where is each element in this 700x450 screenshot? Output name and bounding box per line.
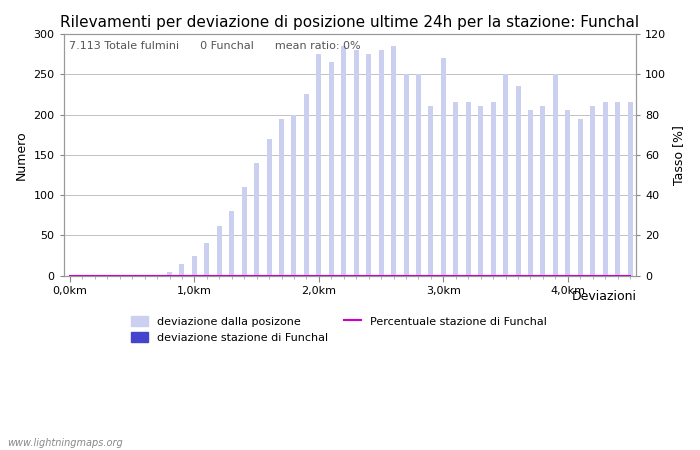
Bar — [217, 226, 222, 276]
Bar — [603, 103, 608, 276]
Bar — [241, 187, 246, 276]
Bar — [304, 94, 309, 276]
Bar — [503, 74, 508, 276]
Bar — [204, 243, 209, 276]
Bar — [553, 74, 558, 276]
Y-axis label: Numero: Numero — [15, 130, 28, 180]
Bar — [267, 139, 272, 276]
Bar — [466, 103, 470, 276]
Bar — [379, 50, 384, 276]
Bar — [428, 107, 433, 276]
Bar — [566, 111, 570, 276]
Bar — [179, 264, 184, 276]
Text: Deviazioni: Deviazioni — [571, 290, 636, 303]
Bar — [403, 74, 409, 276]
Bar — [454, 103, 458, 276]
Bar — [230, 211, 235, 276]
Bar — [491, 103, 496, 276]
Bar — [416, 74, 421, 276]
Bar — [478, 107, 483, 276]
Bar — [329, 62, 334, 276]
Bar — [391, 46, 396, 276]
Bar — [316, 54, 321, 276]
Bar — [578, 118, 583, 276]
Bar — [516, 86, 521, 276]
Bar — [528, 111, 533, 276]
Bar — [590, 107, 595, 276]
Title: Rilevamenti per deviazione di posizione ultime 24h per la stazione: Funchal: Rilevamenti per deviazione di posizione … — [60, 15, 640, 30]
Bar — [342, 46, 346, 276]
Bar — [441, 58, 446, 276]
Bar — [615, 103, 620, 276]
Bar — [540, 107, 545, 276]
Bar — [354, 50, 358, 276]
Bar — [291, 114, 297, 276]
Bar — [279, 118, 284, 276]
Bar — [192, 256, 197, 276]
Bar — [628, 103, 633, 276]
Bar — [167, 272, 172, 276]
Y-axis label: Tasso [%]: Tasso [%] — [672, 125, 685, 185]
Legend: deviazione dalla posizone, deviazione stazione di Funchal, Percentuale stazione : deviazione dalla posizone, deviazione st… — [127, 311, 551, 347]
Bar — [366, 54, 371, 276]
Text: www.lightningmaps.org: www.lightningmaps.org — [7, 437, 122, 447]
Bar — [254, 163, 259, 276]
Text: 7.113 Totale fulmini      0 Funchal      mean ratio: 0%: 7.113 Totale fulmini 0 Funchal mean rati… — [69, 41, 361, 51]
